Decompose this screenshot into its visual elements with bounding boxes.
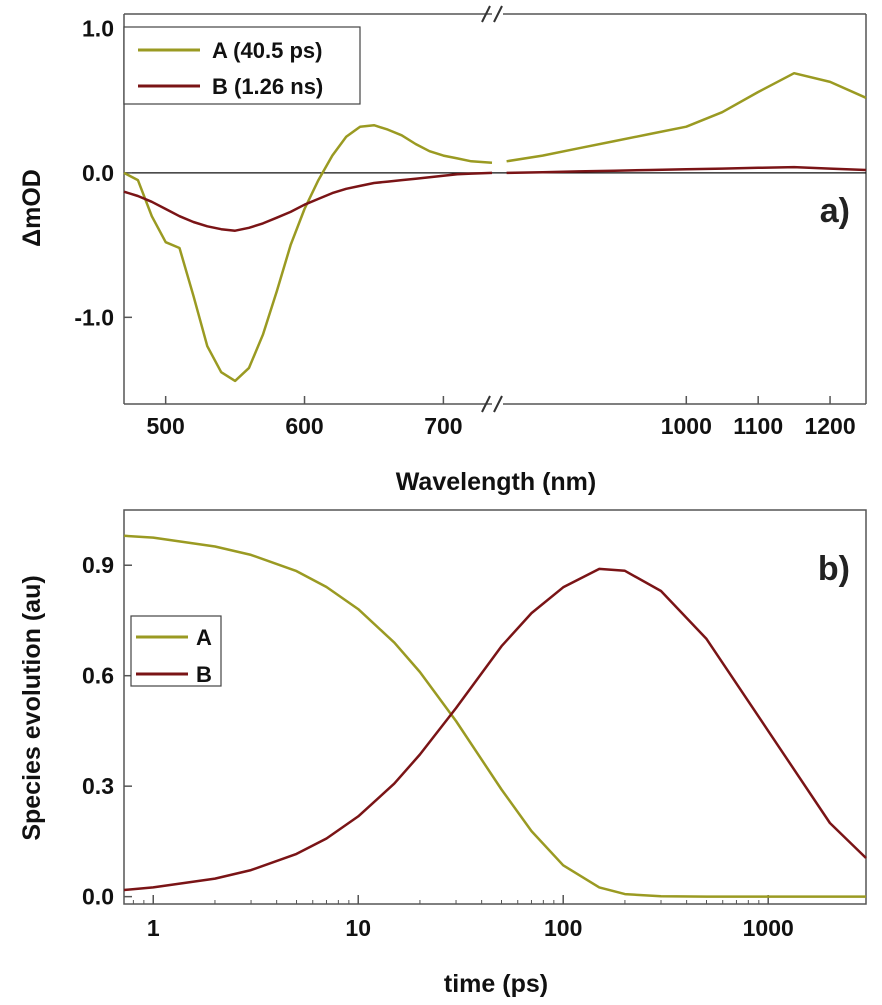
series-b-line-seg1 (506, 165, 867, 175)
panel-a-axes (123, 5, 867, 413)
panel-b-legend: A B (130, 615, 222, 687)
panel-a-xtick-label: 1000 (661, 413, 712, 439)
axis-break-mark (493, 395, 503, 413)
panel-b-frame (123, 509, 867, 905)
panel-b: 0.0 0.3 0.6 0.9 1 10 100 1000 time (ps) Species… (18, 509, 867, 998)
panel-b-xlabel: time (ps) (444, 970, 548, 998)
panel-a-xtick-label: 600 (285, 413, 323, 439)
panel-b-xtick-label: 1000 (743, 915, 794, 941)
axis-break-mark (481, 395, 491, 413)
panel-b-xtick-label: 100 (544, 915, 582, 941)
panel-a-ytick-label: 0.0 (82, 160, 114, 186)
axis-break-mark (481, 5, 491, 23)
panel-a-ytick-label: -1.0 (74, 304, 114, 330)
panel-b-label: b) (818, 550, 850, 588)
panel-b-xtick-label: 10 (345, 915, 371, 941)
panel-a-series (123, 71, 867, 383)
panel-a-xlabel: Wavelength (nm) (396, 468, 596, 496)
panel-a-legend-box (123, 26, 361, 105)
legend-label-b: B (1.26 ns) (212, 74, 323, 99)
panel-b-ytick-label: 0.0 (82, 884, 114, 910)
panel-a-ticks: 1.0 0.0 -1.0 500 600 700 1000 1100 1200 (74, 15, 855, 439)
panel-b-xtick-label: 1 (147, 915, 160, 941)
legend-label-a: A (40.5 ps) (212, 38, 322, 63)
panel-b-axes (123, 509, 867, 905)
panel-a: 1.0 0.0 -1.0 500 600 700 1000 1100 1200 Waveleng… (18, 5, 867, 496)
legend-label-b: B (196, 662, 212, 687)
panel-b-ytick-label: 0.3 (82, 773, 114, 799)
legend-label-a: A (196, 625, 212, 650)
panel-a-ylabel: ΔmOD (18, 169, 46, 247)
panel-a-label: a) (820, 192, 850, 230)
panel-b-ytick-label: 0.9 (82, 552, 114, 578)
series-a-line (123, 534, 866, 898)
series-b-line (123, 567, 867, 892)
panel-b-ytick-label: 0.6 (82, 663, 114, 689)
panel-a-xtick-label: 700 (424, 413, 462, 439)
series-a-line-seg0 (123, 123, 493, 383)
panel-b-ylabel: Species evolution (au) (18, 575, 46, 840)
series-b-line-seg0 (123, 171, 493, 232)
panel-a-ytick-label: 1.0 (82, 15, 114, 41)
panel-a-xtick-label: 500 (146, 413, 184, 439)
panel-a-xtick-label: 1100 (733, 413, 783, 439)
panel-a-legend: A (40.5 ps) B (1.26 ns) (123, 26, 361, 105)
panel-b-series (123, 534, 867, 898)
series-a-line-seg1 (506, 71, 867, 163)
panel-b-ticks: 0.0 0.3 0.6 0.9 1 10 100 1000 (82, 552, 794, 941)
panel-a-xtick-label: 1200 (804, 413, 855, 439)
axis-break-mark (493, 5, 503, 23)
